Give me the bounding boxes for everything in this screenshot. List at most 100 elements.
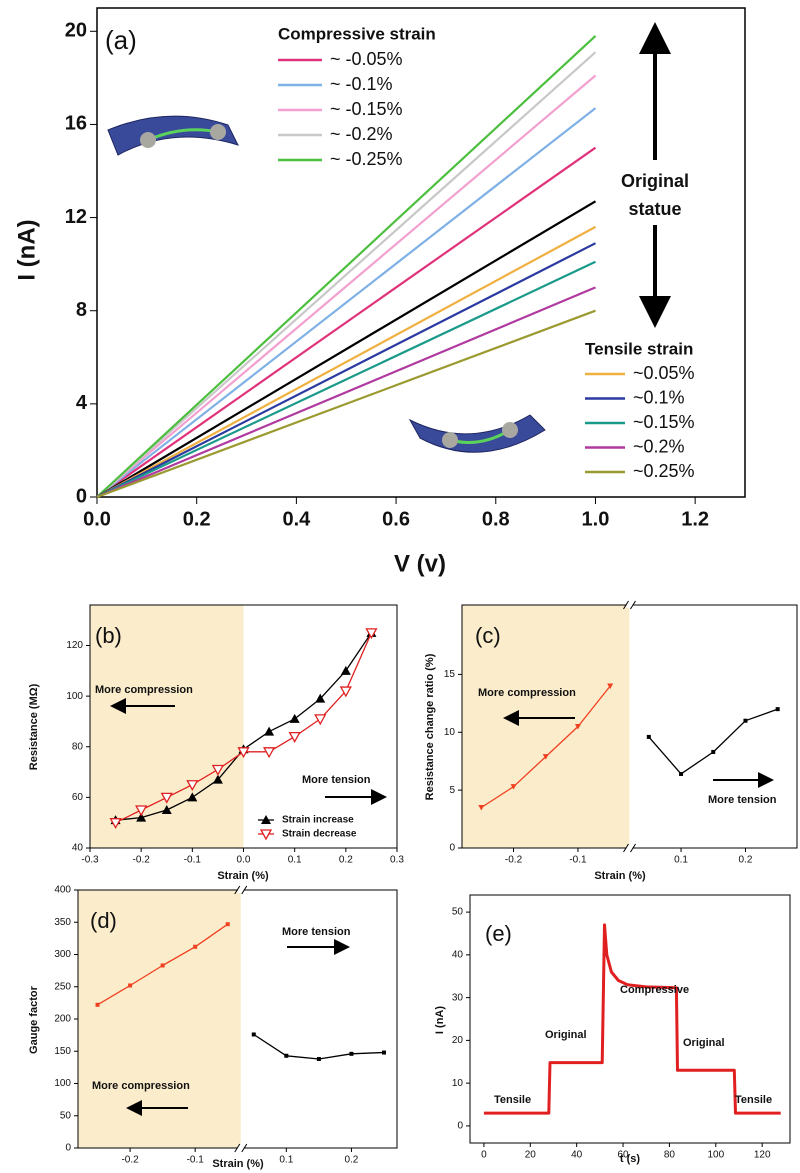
series-line (96, 286, 596, 499)
marker (237, 747, 250, 759)
annotation: More tension (708, 794, 777, 806)
marker (510, 784, 517, 790)
axis-break-gap (626, 602, 633, 608)
y-tick-label: 50 (60, 1110, 72, 1121)
legend-label: ~ -0.2% (330, 124, 393, 144)
x-tick-label: 0.8 (482, 508, 510, 530)
axis-break-mark (623, 843, 629, 853)
marker (349, 1051, 354, 1056)
annotation: Original (621, 171, 689, 191)
plot-frame (469, 894, 791, 1144)
y-axis-label: I (nA) (434, 1006, 446, 1034)
marker (193, 944, 198, 949)
marker (339, 686, 352, 698)
y-tick-label: 100 (54, 1078, 71, 1089)
legend-label: ~ -0.15% (330, 99, 403, 119)
marker (161, 805, 172, 815)
x-tick-label: 40 (571, 1150, 583, 1161)
plot-frame (89, 604, 398, 849)
annotation: (e) (485, 921, 512, 946)
legend-marker (261, 815, 271, 824)
device-electrode (442, 432, 458, 448)
y-tick-label: 0 (449, 843, 455, 854)
legend-label: ~0.25% (633, 461, 695, 481)
marker (187, 792, 198, 802)
annotation: Original (683, 1037, 725, 1049)
y-tick-label: 20 (65, 20, 87, 42)
legend-label: ~0.15% (633, 412, 695, 432)
x-tick-label: -0.2 (505, 855, 523, 866)
legend-label: ~0.1% (633, 387, 685, 407)
legend-label: ~ -0.05% (330, 49, 403, 69)
marker (128, 983, 133, 988)
y-tick-label: 120 (66, 640, 83, 651)
axis-break-mark (623, 600, 629, 610)
x-tick-label: 0.0 (237, 855, 251, 866)
annotation: Compressive (620, 984, 689, 996)
x-tick-label: 100 (707, 1150, 724, 1161)
marker (95, 1002, 100, 1007)
device-electrode (140, 132, 156, 148)
x-tick-label: -0.2 (121, 1155, 139, 1166)
marker (251, 1032, 256, 1037)
x-tick-label: 0.6 (382, 508, 410, 530)
series-line (96, 260, 596, 498)
y-tick-label: 0 (457, 1121, 463, 1132)
x-tick-label: -0.1 (184, 855, 202, 866)
legend-label: ~ -0.1% (330, 74, 393, 94)
x-tick-label: 80 (664, 1150, 676, 1161)
x-tick-label: 0.2 (344, 1155, 358, 1166)
x-tick-label: 0 (481, 1150, 487, 1161)
marker (211, 764, 225, 776)
annotation: (c) (475, 623, 501, 648)
y-tick-label: 0 (76, 485, 87, 507)
y-tick-label: 40 (72, 843, 84, 854)
device-icon (408, 414, 546, 453)
x-tick-label: -0.1 (187, 1155, 205, 1166)
marker (775, 707, 780, 712)
marker (646, 734, 651, 739)
series-line (96, 74, 597, 498)
y-tick-label: 350 (54, 917, 71, 928)
marker (314, 714, 327, 726)
marker (289, 713, 300, 723)
marker (160, 963, 165, 968)
marker (711, 749, 716, 754)
annotation: Original (545, 1029, 587, 1041)
annotation: Compressive strain (278, 24, 436, 43)
x-axis-label: Strain (%) (594, 870, 646, 882)
x-tick-label: 0.3 (390, 855, 404, 866)
series-line (96, 200, 597, 498)
series-line (96, 146, 597, 498)
y-tick-label: 15 (444, 669, 456, 680)
annotation: Tensile strain (585, 339, 693, 358)
series-line (96, 309, 596, 499)
marker (160, 792, 173, 804)
series-line (648, 708, 778, 775)
axis-break-mark (630, 843, 636, 853)
series-line (253, 1033, 385, 1060)
x-tick-label: 0.1 (279, 1155, 293, 1166)
y-tick-label: 30 (452, 992, 464, 1003)
y-tick-label: 12 (65, 206, 87, 228)
legend-label: Strain decrease (282, 829, 357, 840)
y-tick-label: 60 (72, 792, 84, 803)
y-tick-label: 250 (54, 981, 71, 992)
x-tick-label: 0.2 (339, 855, 353, 866)
x-tick-label: 0.2 (739, 855, 753, 866)
series-line (96, 107, 597, 498)
device-electrode (502, 422, 518, 438)
x-tick-label: -0.2 (133, 855, 151, 866)
x-axis-label: Strain (%) (217, 870, 269, 882)
annotation: Tensile (735, 1094, 772, 1106)
axis-break-gap (237, 1145, 244, 1151)
x-tick-label: 20 (525, 1150, 537, 1161)
marker (478, 805, 485, 811)
marker (284, 1053, 289, 1058)
annotation: More compression (95, 684, 193, 696)
x-tick-label: 0.1 (288, 855, 302, 866)
y-tick-label: 40 (452, 950, 464, 961)
marker (186, 780, 199, 792)
marker (264, 726, 275, 736)
